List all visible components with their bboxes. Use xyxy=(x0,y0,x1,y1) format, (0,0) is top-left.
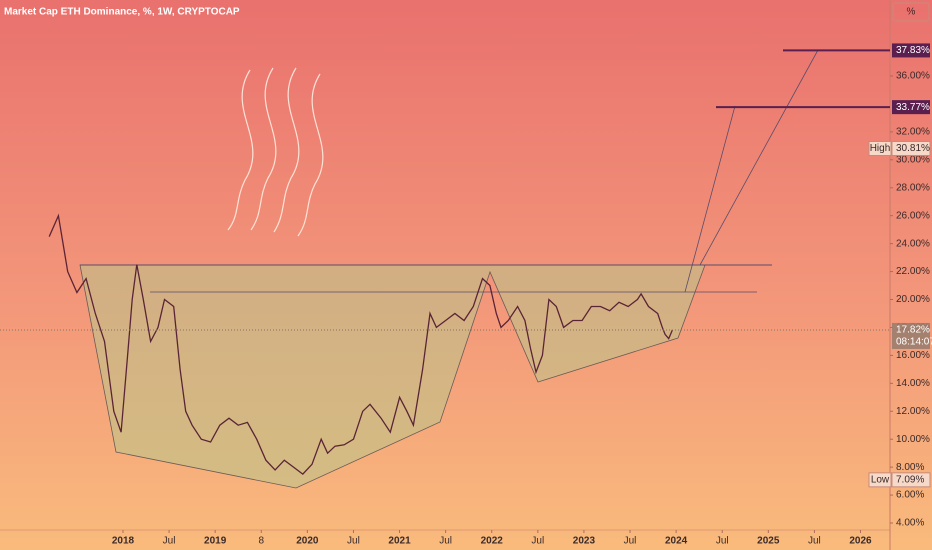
y-tick-label: 32.00% xyxy=(896,127,930,138)
projection-line xyxy=(684,105,736,293)
x-tick-label: 2025 xyxy=(757,536,780,547)
x-tick-label: Jul xyxy=(624,536,637,547)
x-tick-label: Jul xyxy=(808,536,821,547)
low-badge xyxy=(891,472,931,488)
x-tick-label: 2020 xyxy=(296,536,319,547)
y-tick-label: 26.00% xyxy=(896,210,930,221)
x-tick-label: Jul xyxy=(531,536,544,547)
y-tick-label: 8.00% xyxy=(896,462,924,473)
squiggles xyxy=(227,67,324,237)
y-tick-label: 6.00% xyxy=(896,490,924,501)
y-tick-label: 16.00% xyxy=(896,350,930,361)
y-tick-label: 30.00% xyxy=(896,154,930,165)
current-price-label: 17.82% xyxy=(896,325,930,336)
x-tick-label: 8 xyxy=(258,536,264,547)
high-tag-box xyxy=(868,140,892,156)
x-tick-label: Jul xyxy=(439,536,452,547)
x-tick-label: 2018 xyxy=(112,536,135,547)
current-price-badge xyxy=(892,322,930,349)
countdown-label: 08:14:07 xyxy=(896,337,932,348)
chart-title: Market Cap ETH Dominance, %, 1W, CRYPTOC… xyxy=(4,7,240,18)
y-tick-label: 12.00% xyxy=(896,406,930,417)
y-tick-label: 28.00% xyxy=(896,182,930,193)
x-tick-label: 2023 xyxy=(573,536,596,547)
y-tick-label: 4.00% xyxy=(896,518,924,529)
x-tick-label: 2019 xyxy=(204,536,227,547)
x-tick-label: 2022 xyxy=(481,536,504,547)
x-tick-label: Jul xyxy=(347,536,360,547)
y-tick-label: 10.00% xyxy=(896,434,930,445)
y-tick-label: 36.00% xyxy=(896,71,930,82)
y-tick-label: 22.00% xyxy=(896,266,930,277)
y-tick-label: 14.00% xyxy=(896,378,930,389)
x-tick-label: 2024 xyxy=(665,536,688,547)
low-label: 7.09% xyxy=(896,474,924,485)
x-tick-label: Jul xyxy=(163,536,176,547)
y-tick-label: 24.00% xyxy=(896,238,930,249)
unit-button[interactable] xyxy=(892,2,930,22)
high-label: 30.81% xyxy=(896,143,930,154)
target-label: 33.77% xyxy=(896,102,930,113)
low-tag-box xyxy=(868,472,892,488)
x-tick-label: Jul xyxy=(716,536,729,547)
low-tag: Low xyxy=(871,474,890,485)
target-badge xyxy=(892,100,930,115)
high-tag: High xyxy=(870,143,891,154)
price-line xyxy=(48,213,673,475)
target-label: 37.83% xyxy=(896,45,930,56)
projection-line xyxy=(699,49,819,266)
x-tick-label: 2026 xyxy=(849,536,872,547)
cup-handle-shape xyxy=(79,264,706,489)
target-badge xyxy=(892,43,930,58)
y-tick-label: 20.00% xyxy=(896,294,930,305)
x-tick-label: 2021 xyxy=(388,536,411,547)
unit-label[interactable]: % xyxy=(907,7,916,18)
high-badge xyxy=(891,140,931,156)
